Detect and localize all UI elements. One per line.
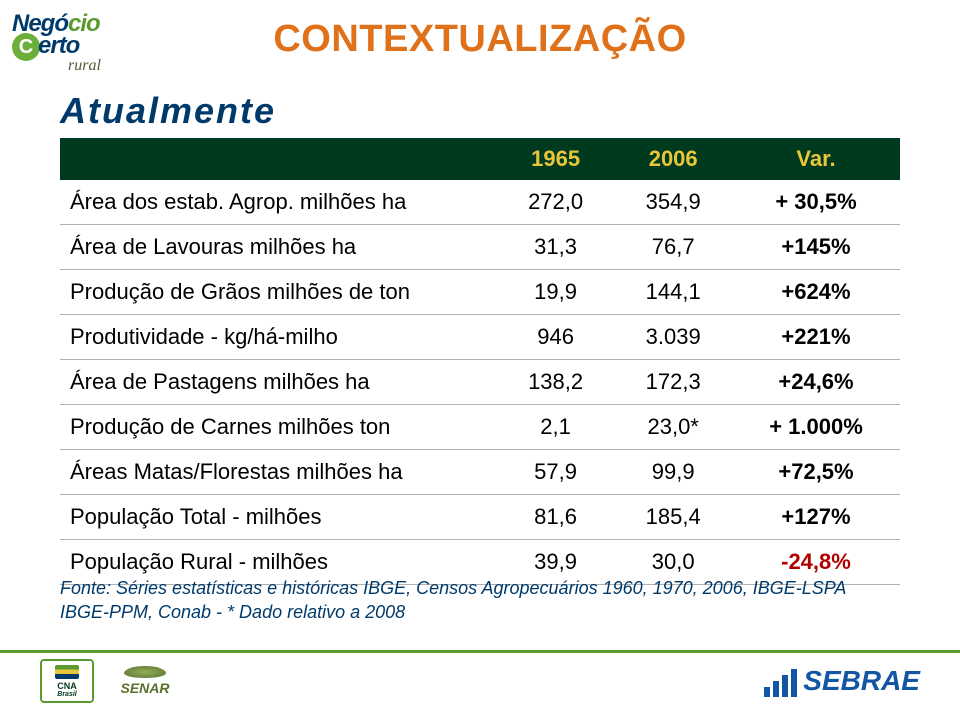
table-row: Área de Pastagens milhões ha138,2172,3+2… — [60, 360, 900, 405]
row-col-2006: 144,1 — [614, 270, 732, 315]
row-var: + 30,5% — [732, 180, 900, 225]
row-label: Áreas Matas/Florestas milhões ha — [60, 450, 497, 495]
sebrae-logo: SEBRAE — [764, 665, 920, 697]
th-2006: 2006 — [614, 138, 732, 180]
row-col-2006: 185,4 — [614, 495, 732, 540]
table-row: Áreas Matas/Florestas milhões ha57,999,9… — [60, 450, 900, 495]
cna-text: CNA — [57, 681, 77, 691]
row-label: Produção de Carnes milhões ton — [60, 405, 497, 450]
row-label: Produção de Grãos milhões de ton — [60, 270, 497, 315]
data-table: 1965 2006 Var. Área dos estab. Agrop. mi… — [60, 138, 900, 585]
cna-sub: Brasil — [57, 691, 76, 698]
row-col-1965: 19,9 — [497, 270, 615, 315]
row-var: +127% — [732, 495, 900, 540]
senar-leaf-icon — [124, 666, 166, 678]
table-row: Área de Lavouras milhões ha31,376,7+145% — [60, 225, 900, 270]
table-body: Área dos estab. Agrop. milhões ha272,035… — [60, 180, 900, 585]
row-var: +24,6% — [732, 360, 900, 405]
source-citation: Fonte: Séries estatísticas e históricas … — [60, 576, 880, 625]
row-label: Área dos estab. Agrop. milhões ha — [60, 180, 497, 225]
page-title-container: CONTEXTUALIZAÇÃO — [0, 18, 960, 61]
row-var: +72,5% — [732, 450, 900, 495]
data-table-container: 1965 2006 Var. Área dos estab. Agrop. mi… — [60, 138, 900, 585]
senar-text: SENAR — [120, 680, 169, 696]
sebrae-bars-icon — [764, 669, 797, 697]
row-col-2006: 99,9 — [614, 450, 732, 495]
sebrae-text: SEBRAE — [803, 665, 920, 697]
th-var: Var. — [732, 138, 900, 180]
row-col-1965: 138,2 — [497, 360, 615, 405]
page-subtitle: Atualmente — [60, 90, 276, 132]
row-label: Produtividade - kg/há-milho — [60, 315, 497, 360]
table-header-row: 1965 2006 Var. — [60, 138, 900, 180]
row-col-2006: 354,9 — [614, 180, 732, 225]
row-col-1965: 272,0 — [497, 180, 615, 225]
table-row: Área dos estab. Agrop. milhões ha272,035… — [60, 180, 900, 225]
row-label: Área de Pastagens milhões ha — [60, 360, 497, 405]
senar-logo: SENAR — [108, 659, 182, 703]
footer-left-logos: CNA Brasil SENAR — [40, 659, 182, 703]
row-col-1965: 2,1 — [497, 405, 615, 450]
row-col-1965: 31,3 — [497, 225, 615, 270]
cna-flag-icon — [55, 665, 79, 679]
table-row: Produtividade - kg/há-milho9463.039+221% — [60, 315, 900, 360]
row-col-2006: 23,0* — [614, 405, 732, 450]
row-var: +624% — [732, 270, 900, 315]
row-col-2006: 3.039 — [614, 315, 732, 360]
row-var: + 1.000% — [732, 405, 900, 450]
row-var: +145% — [732, 225, 900, 270]
row-var: +221% — [732, 315, 900, 360]
row-label: Área de Lavouras milhões ha — [60, 225, 497, 270]
table-row: População Total - milhões81,6185,4+127% — [60, 495, 900, 540]
page-title: CONTEXTUALIZAÇÃO — [273, 18, 686, 60]
table-row: Produção de Carnes milhões ton2,123,0*+ … — [60, 405, 900, 450]
row-col-1965: 946 — [497, 315, 615, 360]
row-col-2006: 76,7 — [614, 225, 732, 270]
footer: CNA Brasil SENAR SEBRAE — [0, 650, 960, 722]
row-label: População Total - milhões — [60, 495, 497, 540]
row-col-1965: 57,9 — [497, 450, 615, 495]
th-blank — [60, 138, 497, 180]
row-col-2006: 172,3 — [614, 360, 732, 405]
row-col-1965: 81,6 — [497, 495, 615, 540]
th-1965: 1965 — [497, 138, 615, 180]
cna-logo: CNA Brasil — [40, 659, 94, 703]
table-row: Produção de Grãos milhões de ton19,9144,… — [60, 270, 900, 315]
